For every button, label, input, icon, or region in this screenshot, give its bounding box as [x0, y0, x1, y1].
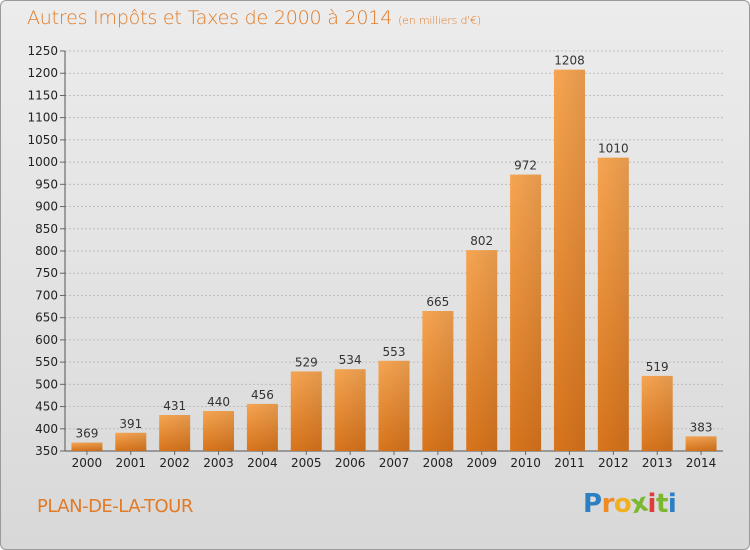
y-tick-label: 800	[35, 244, 58, 258]
bar-shade-2003	[203, 411, 235, 451]
data-label-2007: 553	[383, 345, 406, 359]
x-tick-label-2002: 2002	[159, 456, 190, 470]
data-label-2014: 383	[690, 420, 713, 434]
data-label-2012: 1010	[598, 142, 629, 156]
data-label-2005: 529	[295, 355, 318, 369]
logo-letter: i	[667, 489, 677, 519]
y-tick-label: 1200	[27, 66, 58, 80]
y-tick-label: 650	[35, 311, 58, 325]
y-tick-label: 850	[35, 222, 58, 236]
data-label-2002: 431	[163, 399, 186, 413]
y-tick-label: 1050	[27, 133, 58, 147]
y-tick-label: 350	[35, 444, 58, 458]
bar-shade-2012	[597, 157, 629, 451]
data-label-2006: 534	[339, 353, 362, 367]
y-tick-label: 1150	[27, 88, 58, 102]
y-tick-label: 550	[35, 355, 58, 369]
data-labels: 369 391 431 440 456 529 534 553 665 802 972 1208 101…	[75, 54, 712, 441]
chart-unit-note: (en milliers d'€)	[398, 14, 481, 27]
logo-letter: o	[613, 489, 632, 519]
x-tick-label-2007: 2007	[379, 456, 410, 470]
data-label-2000: 369	[75, 427, 98, 441]
bar-shade-2006	[334, 369, 366, 451]
y-tick-label: 750	[35, 266, 58, 280]
x-tick-label-2011: 2011	[554, 456, 585, 470]
data-label-2011: 1208	[554, 54, 585, 68]
x-tick-label-2001: 2001	[116, 456, 147, 470]
proxiti-logo[interactable]: Proxiti	[583, 488, 677, 521]
x-tick-label-2006: 2006	[335, 456, 366, 470]
bar-shade-2000	[71, 442, 103, 451]
bar-shade-2004	[246, 403, 278, 451]
x-tick-label-2010: 2010	[510, 456, 541, 470]
bars	[71, 69, 717, 452]
chart-title: Autres Impôts et Taxes de 2000 à 2014 (en…	[27, 7, 481, 29]
y-tick-labels: 350 400 450 500 550 600 650 700 750 800 850 900 950 1…	[27, 44, 58, 458]
y-tick-label: 1100	[27, 111, 58, 125]
x-tick-labels: 2000 2001 2002 2003 2004 2005 2006 2007 2008 2009…	[72, 451, 717, 470]
x-tick-label-2004: 2004	[247, 456, 278, 470]
bar-shade-2014	[685, 436, 717, 451]
y-tick-label: 1000	[27, 155, 58, 169]
data-label-2004: 456	[251, 388, 274, 402]
y-tick-label: 600	[35, 333, 58, 347]
bar-shade-2009	[466, 250, 498, 451]
y-tick-label: 400	[35, 422, 58, 436]
logo-letter: t	[655, 489, 668, 519]
commune-name: PLAN-DE-LA-TOUR	[37, 496, 193, 517]
y-tick-label: 700	[35, 288, 58, 302]
y-tick-label: 500	[35, 377, 58, 391]
bar-shade-2011	[553, 69, 585, 452]
x-tick-label-2005: 2005	[291, 456, 322, 470]
logo-letter: i	[647, 489, 657, 519]
data-label-2013: 519	[646, 360, 669, 374]
x-tick-label-2008: 2008	[423, 456, 454, 470]
logo-letter: r	[601, 489, 615, 519]
bar-shade-2010	[510, 174, 542, 452]
bar-shade-2002	[159, 415, 191, 451]
y-tick-label: 1250	[27, 44, 58, 58]
data-label-2008: 665	[426, 295, 449, 309]
y-tick-label: 900	[35, 200, 58, 214]
data-label-2003: 440	[207, 395, 230, 409]
data-label-2009: 802	[470, 234, 493, 248]
x-tick-label-2014: 2014	[686, 456, 717, 470]
x-tick-label-2012: 2012	[598, 456, 629, 470]
data-label-2001: 391	[119, 417, 142, 431]
y-tick-label: 450	[35, 400, 58, 414]
x-tick-label-2009: 2009	[466, 456, 497, 470]
bar-shade-2005	[290, 371, 322, 451]
bar-shade-2007	[378, 360, 410, 451]
x-tick-label-2003: 2003	[203, 456, 234, 470]
bar-shade-2008	[422, 311, 454, 451]
x-tick-label-2000: 2000	[72, 456, 103, 470]
chart-title-text: Autres Impôts et Taxes de 2000 à 2014	[27, 7, 393, 29]
x-tick-label-2013: 2013	[642, 456, 673, 470]
bar-shade-2001	[115, 432, 147, 451]
data-label-2010: 972	[514, 159, 537, 173]
y-tick-label: 950	[35, 177, 58, 191]
logo-letter: P	[583, 489, 602, 519]
bar-shade-2013	[641, 375, 673, 451]
